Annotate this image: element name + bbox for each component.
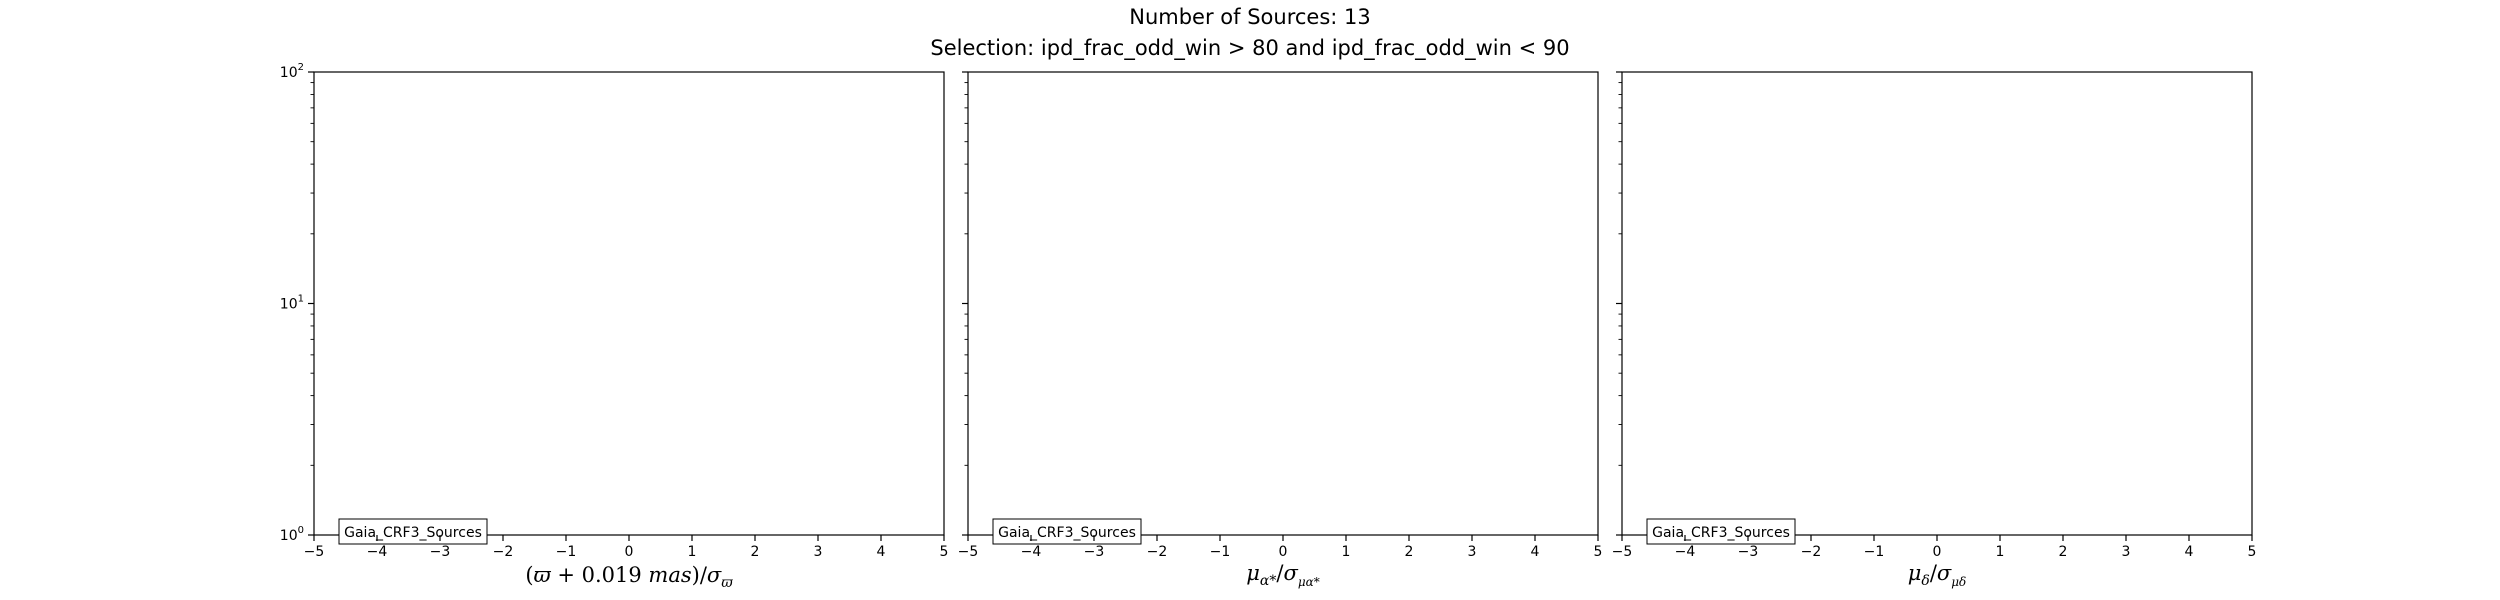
plot-area-2 (967, 71, 1599, 536)
x-tick-label: 1 (688, 544, 697, 560)
y-tick-label: 100 (280, 525, 304, 544)
x-tick-label: 1 (1996, 544, 2005, 560)
x-tick-label: 3 (814, 544, 823, 560)
x-tick-label: −5 (1612, 544, 1633, 560)
x-tick-label: −5 (304, 544, 325, 560)
x-tick-label: −2 (1801, 544, 1822, 560)
legend-1: Gaia_CRF3_Sources (338, 518, 488, 545)
x-tick-label: 5 (2248, 544, 2257, 560)
y-tick-label: 102 (280, 62, 304, 81)
x-tick-label: 0 (625, 544, 634, 560)
legend-label-1: Gaia_CRF3_Sources (344, 525, 482, 541)
x-axis-label-3: μδ/σμδ (1908, 561, 1967, 589)
x-tick-label: −1 (556, 544, 577, 560)
legend-3: Gaia_CRF3_Sources (1646, 518, 1796, 545)
x-axis-label-1: (ϖ + 0.019 mas)/σϖ (525, 563, 733, 591)
x-tick-label: 2 (1405, 544, 1414, 560)
x-tick-label: −3 (1738, 544, 1759, 560)
x-tick-label: −4 (1675, 544, 1696, 560)
x-tick-label: 4 (1531, 544, 1540, 560)
x-tick-label: −5 (958, 544, 979, 560)
figure-title: Number of Sources: 13 (1129, 5, 1371, 29)
x-tick-label: 5 (940, 544, 949, 560)
x-tick-label: −3 (1084, 544, 1105, 560)
figure-subtitle: Selection: ipd_frac_odd_win > 80 and ipd… (930, 36, 1569, 61)
x-tick-label: −4 (1021, 544, 1042, 560)
x-tick-label: 3 (1468, 544, 1477, 560)
x-tick-label: −4 (367, 544, 388, 560)
x-tick-label: 4 (2185, 544, 2194, 560)
x-tick-label: 4 (877, 544, 886, 560)
panel-parallax: Gaia_CRF3_Sources (ϖ + 0.019 mas)/σϖ (313, 71, 945, 591)
plot-area-1 (313, 71, 945, 536)
x-tick-label: 3 (2122, 544, 2131, 560)
x-tick-label: 5 (1594, 544, 1603, 560)
y-tick-label: 101 (280, 294, 304, 313)
legend-label-2: Gaia_CRF3_Sources (998, 525, 1136, 541)
x-tick-label: 0 (1279, 544, 1288, 560)
x-tick-label: −1 (1210, 544, 1231, 560)
x-tick-label: −2 (493, 544, 514, 560)
legend-label-3: Gaia_CRF3_Sources (1652, 525, 1790, 541)
plot-area-3 (1621, 71, 2253, 536)
legend-2: Gaia_CRF3_Sources (992, 518, 1142, 545)
legend-box-3 (1646, 518, 1796, 545)
legend-box-2 (992, 518, 1142, 545)
panel-pmdec: Gaia_CRF3_Sources μδ/σμδ (1621, 71, 2253, 589)
x-tick-label: −1 (1864, 544, 1885, 560)
x-tick-label: 2 (2059, 544, 2068, 560)
x-tick-label: −2 (1147, 544, 1168, 560)
x-tick-label: 2 (751, 544, 760, 560)
x-tick-label: 0 (1933, 544, 1942, 560)
x-axis-label-2: μα*/σμα* (1246, 561, 1319, 589)
panel-pmra: Gaia_CRF3_Sources μα*/σμα* (967, 71, 1599, 589)
legend-box-1 (338, 518, 488, 545)
x-tick-label: −3 (430, 544, 451, 560)
x-tick-label: 1 (1342, 544, 1351, 560)
